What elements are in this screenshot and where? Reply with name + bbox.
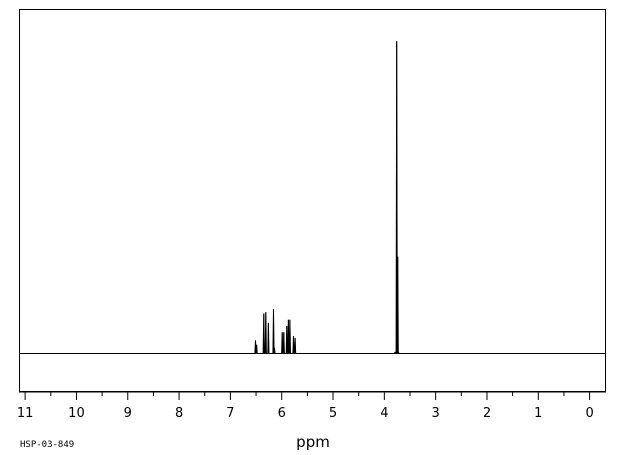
x-tick-label: 9	[124, 406, 132, 421]
x-axis-label: ppm	[296, 433, 330, 451]
x-tick-label: 10	[68, 406, 85, 421]
x-tick-label: 5	[329, 406, 337, 421]
x-tick-label: 6	[278, 406, 286, 421]
spectrum-trace	[20, 41, 605, 354]
x-tick-label: 1	[534, 406, 542, 421]
x-tick-label: 11	[17, 406, 34, 421]
main-peak-foot	[393, 351, 401, 354]
x-tick-label: 4	[380, 406, 388, 421]
x-tick-label: 3	[432, 406, 440, 421]
spectrum-peaks	[255, 41, 401, 354]
x-tick-label: 2	[483, 406, 491, 421]
x-axis-ticks	[24, 392, 591, 400]
x-tick-label: 0	[585, 406, 593, 421]
plot-frame	[19, 9, 606, 392]
x-tick-label: 7	[226, 406, 234, 421]
x-axis-tick-labels: 11 10 9 8 7 6 5 4 3 2 1 0	[17, 406, 594, 421]
spectrum-code: HSP-03-849	[20, 440, 74, 450]
x-tick-label: 8	[175, 406, 183, 421]
